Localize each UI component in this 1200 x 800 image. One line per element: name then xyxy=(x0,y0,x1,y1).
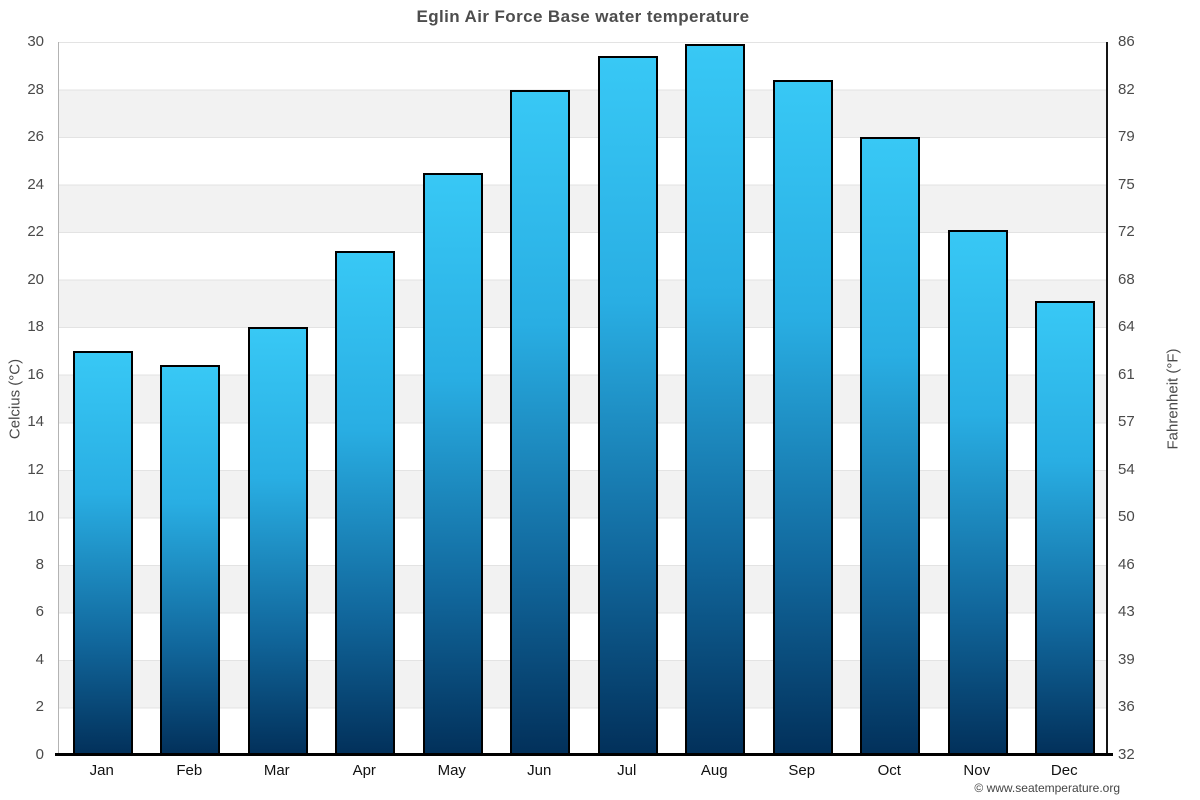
y-tick-celsius-22: 22 xyxy=(27,223,44,241)
x-tick-feb: Feb xyxy=(176,762,203,779)
bar-mar[interactable] xyxy=(247,327,308,755)
y-tick-fahrenheit-50: 50 xyxy=(1118,508,1135,526)
bar-jan[interactable] xyxy=(72,351,133,755)
y-tick-fahrenheit-57: 57 xyxy=(1118,413,1135,431)
y-tick-fahrenheit-82: 82 xyxy=(1118,80,1135,98)
y-tick-celsius-16: 16 xyxy=(27,365,44,383)
y-tick-celsius-18: 18 xyxy=(27,318,44,336)
y-tick-fahrenheit-68: 68 xyxy=(1118,270,1135,288)
x-tick-sep: Sep xyxy=(788,762,816,779)
chart-title: Eglin Air Force Base water temperature xyxy=(416,7,750,26)
y-tick-celsius-8: 8 xyxy=(35,555,44,573)
y-axis-title-fahrenheit: Fahrenheit (°F) xyxy=(1164,348,1182,450)
y-tick-fahrenheit-39: 39 xyxy=(1118,650,1135,668)
y-tick-fahrenheit-75: 75 xyxy=(1118,175,1135,193)
y-tick-fahrenheit-46: 46 xyxy=(1118,555,1135,573)
x-tick-may: May xyxy=(437,762,466,779)
y-tick-celsius-6: 6 xyxy=(35,603,44,621)
x-axis-line xyxy=(55,753,1113,756)
bar-oct[interactable] xyxy=(860,137,921,755)
y-tick-celsius-0: 0 xyxy=(35,746,44,763)
x-tick-mar: Mar xyxy=(263,762,290,779)
y-tick-celsius-2: 2 xyxy=(35,698,44,716)
y-tick-fahrenheit-61: 61 xyxy=(1118,365,1135,383)
bar-may[interactable] xyxy=(422,172,483,755)
bar-dec[interactable] xyxy=(1035,301,1096,755)
plot-area xyxy=(58,42,1108,755)
x-tick-jan: Jan xyxy=(89,762,114,779)
y-tick-fahrenheit-32: 32 xyxy=(1118,746,1135,763)
y-tick-fahrenheit-79: 79 xyxy=(1118,128,1135,146)
y-tick-celsius-24: 24 xyxy=(27,175,44,193)
bar-jul[interactable] xyxy=(597,56,658,755)
y-tick-celsius-28: 28 xyxy=(27,80,44,98)
y-tick-fahrenheit-64: 64 xyxy=(1118,318,1135,336)
y-tick-fahrenheit-72: 72 xyxy=(1118,223,1135,241)
bar-aug[interactable] xyxy=(685,44,746,755)
x-tick-apr: Apr xyxy=(352,762,376,779)
x-tick-jul: Jul xyxy=(617,762,637,779)
y-tick-celsius-14: 14 xyxy=(27,413,44,431)
y-tick-celsius-12: 12 xyxy=(27,460,44,478)
bar-nov[interactable] xyxy=(947,229,1008,755)
bar-apr[interactable] xyxy=(335,251,396,755)
y-tick-fahrenheit-86: 86 xyxy=(1118,33,1135,50)
x-tick-nov: Nov xyxy=(963,762,991,779)
y-tick-fahrenheit-36: 36 xyxy=(1118,698,1135,716)
x-tick-jun: Jun xyxy=(527,762,552,779)
bar-sep[interactable] xyxy=(772,80,833,755)
x-tick-dec: Dec xyxy=(1050,762,1078,779)
y-tick-celsius-26: 26 xyxy=(27,128,44,146)
x-tick-oct: Oct xyxy=(877,762,901,779)
y-tick-celsius-4: 4 xyxy=(35,650,44,668)
y-tick-celsius-10: 10 xyxy=(27,508,44,526)
y-tick-celsius-20: 20 xyxy=(27,270,44,288)
y-tick-fahrenheit-43: 43 xyxy=(1118,603,1135,621)
y-tick-fahrenheit-54: 54 xyxy=(1118,460,1135,478)
copyright-watermark: © www.seatemperature.org xyxy=(974,781,1120,795)
bar-jun[interactable] xyxy=(510,89,571,755)
bar-feb[interactable] xyxy=(160,365,221,755)
y-tick-celsius-30: 30 xyxy=(27,33,44,50)
x-tick-aug: Aug xyxy=(700,762,728,779)
